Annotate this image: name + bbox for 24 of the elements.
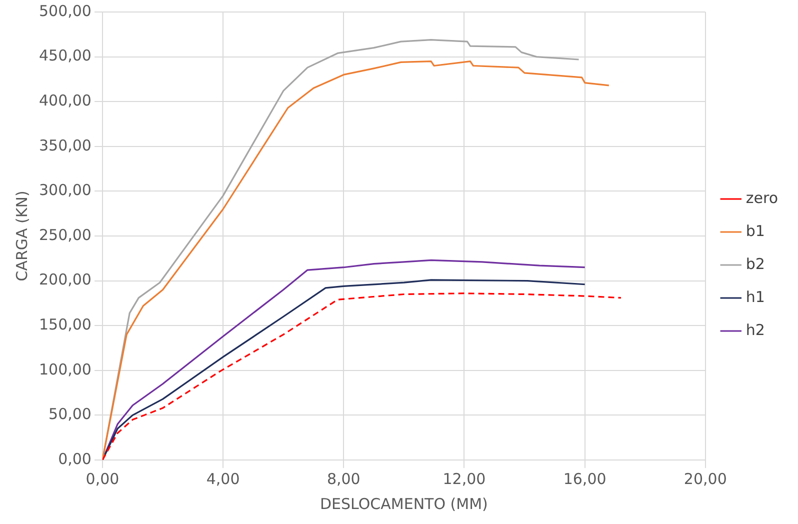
x-tick-label: 12,00 <box>442 470 486 488</box>
y-tick-label: 400,00 <box>38 91 92 110</box>
y-tick-label: 200,00 <box>38 270 92 289</box>
y-tick-label: 150,00 <box>38 315 92 334</box>
legend-label: b2 <box>746 254 765 273</box>
x-tick-label: 20,00 <box>684 470 727 488</box>
x-tick-label: 8,00 <box>326 470 360 488</box>
x-tick-label: 0,00 <box>86 470 120 488</box>
legend-label: h2 <box>746 320 765 339</box>
y-tick-label: 350,00 <box>38 136 92 154</box>
x-tick-label: 16,00 <box>563 470 606 488</box>
legend-label: h1 <box>746 288 765 306</box>
y-axis-title: CARGA (KN) <box>12 190 31 282</box>
y-tick-label: 0,00 <box>58 450 92 468</box>
y-tick-label: 250,00 <box>38 226 92 244</box>
y-tick-label: 500,00 <box>38 2 92 20</box>
x-tick-label: 4,00 <box>206 470 240 488</box>
x-axis-title: DESLOCAMENTO (MM) <box>320 494 488 513</box>
legend-label: b1 <box>746 222 765 240</box>
y-tick-label: 50,00 <box>48 405 92 424</box>
y-tick-label: 100,00 <box>38 360 92 378</box>
y-tick-label: 450,00 <box>38 46 92 65</box>
legend-label: zero <box>746 188 778 207</box>
y-tick-label: 300,00 <box>38 181 92 200</box>
